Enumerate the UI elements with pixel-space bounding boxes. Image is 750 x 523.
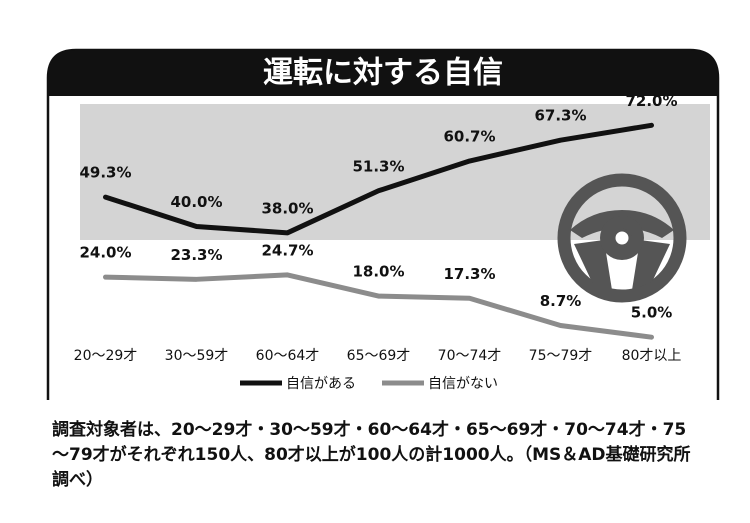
series-line	[103, 122, 654, 236]
x-tick-label: 80才以上	[622, 348, 682, 364]
series-line	[103, 272, 654, 340]
chart: 運転に対する自信 20～29才 30～59才 60～64才 65～69才 70～74才 7…	[46, 48, 720, 400]
data-label: 49.3%	[79, 164, 131, 182]
data-label: 72.0%	[625, 92, 677, 110]
steering-wheel-icon	[557, 173, 687, 303]
data-label: 51.3%	[352, 157, 404, 175]
data-label: 17.3%	[443, 265, 495, 283]
data-label: 5.0%	[631, 304, 673, 322]
data-label: 24.7%	[261, 241, 313, 259]
data-label: 40.0%	[170, 193, 222, 211]
data-label: 18.0%	[352, 263, 404, 281]
data-label: 24.0%	[79, 244, 131, 262]
x-tick-label: 70～74才	[438, 348, 502, 364]
chart-title: 運転に対する自信	[263, 56, 503, 91]
data-label: 38.0%	[261, 199, 313, 217]
legend-label: 自信がある	[286, 376, 356, 392]
title-band	[48, 50, 718, 96]
footnote: 調査対象者は、20～29才・30～59才・60～64才・65～69才・70～74…	[52, 420, 691, 490]
data-label: 8.7%	[540, 292, 582, 310]
data-label: 67.3%	[534, 107, 586, 125]
x-tick-label: 60～64才	[256, 348, 320, 364]
legend-label: 自信がない	[428, 376, 498, 392]
data-label: 60.7%	[443, 128, 495, 146]
data-label: 23.3%	[170, 246, 222, 264]
x-tick-label: 30～59才	[165, 348, 229, 364]
x-tick-label: 20～29才	[74, 348, 138, 364]
x-tick-label: 75～79才	[529, 348, 593, 364]
x-tick-label: 65～69才	[347, 348, 411, 364]
